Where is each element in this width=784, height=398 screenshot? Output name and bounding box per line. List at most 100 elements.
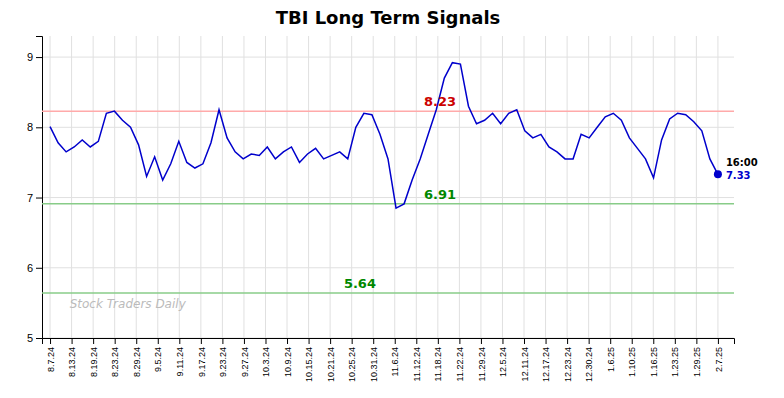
x-tick-mark bbox=[632, 338, 633, 344]
title: TBI Long Term Signals bbox=[276, 7, 501, 28]
x-tick-label: 11.6.24 bbox=[390, 347, 400, 376]
x-tick-mark bbox=[718, 338, 719, 344]
grid-line-y bbox=[42, 127, 734, 128]
x-tick-mark bbox=[244, 338, 245, 344]
reference-line bbox=[42, 110, 734, 112]
line bbox=[50, 63, 718, 208]
y-tick-label: 7 bbox=[27, 192, 33, 204]
y-tick: 7 bbox=[27, 192, 42, 204]
x-tick-mark bbox=[416, 338, 417, 344]
x-tick-mark bbox=[158, 338, 159, 344]
x-tick: 8.29.24 bbox=[132, 338, 142, 377]
grid-line-y bbox=[42, 197, 734, 198]
x-tick-mark bbox=[395, 338, 396, 344]
x-tick-mark bbox=[115, 338, 116, 344]
x-tick-mark bbox=[93, 338, 94, 344]
x-tick-mark bbox=[179, 338, 180, 344]
x-tick: 10.21.24 bbox=[326, 338, 336, 382]
y-tick: 5 bbox=[27, 332, 42, 344]
x-tick: 9.27.24 bbox=[240, 338, 250, 377]
x-tick-label: 12.11.24 bbox=[520, 347, 530, 381]
x-tick-label: 12.17.24 bbox=[541, 347, 551, 382]
y-tick-label: 6 bbox=[27, 262, 33, 274]
x-tick: 1.16.25 bbox=[649, 338, 659, 377]
y-tick-label: 9 bbox=[27, 51, 33, 63]
x-tick-label: 12.5.24 bbox=[498, 347, 508, 377]
x-tick-label: 12.23.24 bbox=[563, 347, 573, 382]
x-tick-mark bbox=[330, 338, 331, 344]
x-tick: 11.18.24 bbox=[433, 338, 443, 381]
x-tick-label: 11.12.24 bbox=[412, 347, 422, 381]
y-tick-mark bbox=[36, 338, 42, 339]
x-tick-label: 9.23.24 bbox=[218, 347, 228, 377]
x-tick: 10.3.24 bbox=[261, 338, 271, 377]
x-tick: 1.6.25 bbox=[606, 338, 616, 372]
y-tick: 6 bbox=[27, 262, 42, 274]
x-tick-label: 1.16.25 bbox=[649, 347, 659, 377]
x-tick: 11.22.24 bbox=[455, 338, 465, 381]
x-tick: 11.12.24 bbox=[412, 338, 422, 381]
x-tick-mark bbox=[524, 338, 525, 344]
reference-label: 6.91 bbox=[424, 187, 456, 202]
x-tick: 1.10.25 bbox=[627, 338, 637, 377]
end-dot bbox=[714, 170, 722, 178]
x-tick-mark bbox=[481, 338, 482, 344]
x-tick-mark bbox=[502, 338, 503, 344]
x-tick-label: 10.15.24 bbox=[304, 347, 314, 382]
x-tick-label: 1.6.25 bbox=[606, 347, 616, 372]
x-tick-mark bbox=[653, 338, 654, 344]
x-tick: 9.5.24 bbox=[153, 338, 163, 372]
x-tick-label: 1.29.25 bbox=[692, 347, 702, 377]
end-value-label: 7.33 bbox=[726, 170, 751, 181]
x-tick-mark bbox=[352, 338, 353, 344]
reference-line bbox=[42, 203, 734, 205]
x-tick: 11.6.24 bbox=[390, 338, 400, 376]
x-tick-label: 1.10.25 bbox=[627, 347, 637, 377]
x-tick-mark bbox=[589, 338, 590, 344]
x-tick-label: 2.7.25 bbox=[714, 347, 724, 372]
x-tick: 12.5.24 bbox=[498, 338, 508, 377]
x-tick-mark bbox=[50, 338, 51, 344]
x-tick-label: 8.29.24 bbox=[132, 347, 142, 377]
x-tick-mark bbox=[309, 338, 310, 344]
x-tick-mark bbox=[373, 338, 374, 344]
x-tick: 8.7.24 bbox=[46, 338, 56, 372]
x-tick: 10.9.24 bbox=[283, 338, 293, 377]
x-tick: 11.29.24 bbox=[477, 338, 487, 381]
x-tick: 12.17.24 bbox=[541, 338, 551, 382]
x-tick-mark bbox=[201, 338, 202, 344]
x-tick: 1.23.25 bbox=[670, 338, 680, 377]
x-tick: 9.17.24 bbox=[197, 338, 207, 377]
x-tick-mark bbox=[675, 338, 676, 344]
y-tick-mark bbox=[36, 127, 42, 128]
watermark: Stock Traders Daily bbox=[70, 297, 187, 311]
x-tick-label: 1.23.25 bbox=[670, 347, 680, 377]
x-tick-label: 10.3.24 bbox=[261, 347, 271, 377]
y-tick-label: 5 bbox=[27, 332, 33, 344]
y-tick-mark bbox=[36, 268, 42, 269]
grid bbox=[42, 36, 734, 338]
grid-line-y bbox=[42, 267, 734, 268]
grid-line-y bbox=[42, 57, 734, 58]
x-tick-mark bbox=[287, 338, 288, 344]
x-tick: 8.19.24 bbox=[89, 338, 99, 377]
y-axis-line bbox=[36, 37, 43, 339]
x-tick-label: 8.7.24 bbox=[46, 347, 56, 372]
x-tick: 12.11.24 bbox=[520, 338, 530, 381]
x-tick-label: 12.30.24 bbox=[584, 347, 594, 382]
x-tick-mark bbox=[459, 338, 460, 344]
y-tick-mark bbox=[36, 57, 42, 58]
x-tick: 12.23.24 bbox=[563, 338, 573, 382]
x-tick-mark bbox=[438, 338, 439, 344]
x-tick-mark bbox=[610, 338, 611, 344]
x-tick-label: 11.18.24 bbox=[433, 347, 443, 381]
x-tick-label: 8.19.24 bbox=[89, 347, 99, 377]
reference-label: 8.23 bbox=[424, 94, 456, 109]
x-tick: 8.13.24 bbox=[67, 338, 77, 377]
y-tick-label: 8 bbox=[27, 121, 33, 133]
x-tick-mark bbox=[222, 338, 223, 344]
x-tick-mark bbox=[72, 338, 73, 344]
x-tick-mark bbox=[546, 338, 547, 344]
plot-area: 8.7.248.13.248.19.248.23.248.29.249.5.24… bbox=[27, 36, 758, 382]
x-tick-label: 10.31.24 bbox=[369, 347, 379, 382]
